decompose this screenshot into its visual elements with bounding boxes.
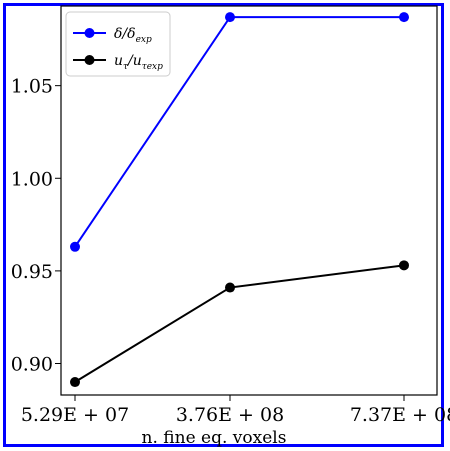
data-point [70,241,80,252]
y-tick-label: 0.90 [11,354,53,376]
y-tick-label: 1.00 [11,168,53,190]
data-point [399,12,409,23]
x-axis-label: n. fine eq. voxels [142,428,287,448]
data-point [399,260,409,271]
y-tick-label: 1.05 [11,76,53,98]
series-line-2 [74,264,405,383]
x-axis: 5.29E + 07 3.76E + 08 7.37E + 08 [21,395,450,426]
data-point [225,12,235,23]
x-tick-label: 5.29E + 07 [21,404,129,426]
legend-label-1: δ/δexp [114,26,152,45]
x-tick-label: 3.76E + 08 [176,404,284,426]
plot-area [60,5,438,396]
data-point [70,377,80,388]
figure-border [3,3,444,447]
legend-label-2: uτ/uτexp [114,53,163,72]
x-tick-label: 7.37E + 08 [350,404,450,426]
data-point [225,282,235,293]
legend: δ/δexp uτ/uτexp [65,11,171,77]
legend-marker-2 [84,55,95,65]
series-layer [70,12,409,388]
y-axis: 0.90 0.95 1.00 1.05 [11,76,61,376]
y-tick-label: 0.95 [11,261,53,283]
legend-marker-1 [84,28,95,38]
